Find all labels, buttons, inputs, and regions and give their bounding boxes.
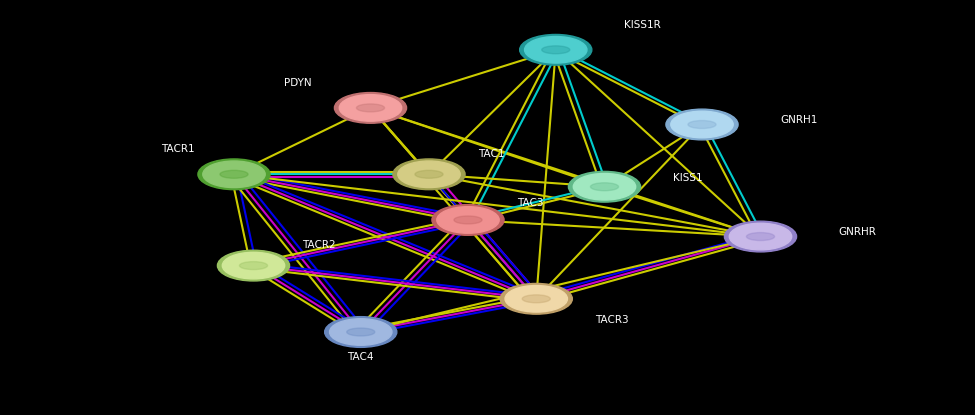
Circle shape <box>325 317 397 347</box>
Circle shape <box>398 161 460 188</box>
Circle shape <box>393 159 465 190</box>
Ellipse shape <box>220 170 248 178</box>
Text: TACR3: TACR3 <box>595 315 628 325</box>
Text: TACR2: TACR2 <box>302 240 335 250</box>
Ellipse shape <box>688 120 716 129</box>
Ellipse shape <box>415 170 443 178</box>
Ellipse shape <box>542 46 569 54</box>
Circle shape <box>573 173 636 200</box>
Ellipse shape <box>454 216 482 224</box>
Text: GNRHR: GNRHR <box>838 227 877 237</box>
Circle shape <box>520 34 592 65</box>
Text: PDYN: PDYN <box>285 78 312 88</box>
Circle shape <box>568 171 641 202</box>
Circle shape <box>666 109 738 140</box>
Ellipse shape <box>523 295 550 303</box>
Ellipse shape <box>357 104 384 112</box>
Text: GNRH1: GNRH1 <box>780 115 817 125</box>
Ellipse shape <box>347 328 374 336</box>
Circle shape <box>203 161 265 188</box>
Text: TAC3: TAC3 <box>517 198 543 208</box>
Circle shape <box>334 93 407 123</box>
Ellipse shape <box>747 232 774 241</box>
Circle shape <box>339 95 402 121</box>
Circle shape <box>505 286 567 312</box>
Text: TACR1: TACR1 <box>162 144 195 154</box>
Circle shape <box>671 111 733 138</box>
Ellipse shape <box>240 261 267 270</box>
Circle shape <box>198 159 270 190</box>
Circle shape <box>217 250 290 281</box>
Text: TAC4: TAC4 <box>347 352 374 362</box>
Circle shape <box>500 283 572 314</box>
Circle shape <box>222 252 285 279</box>
Circle shape <box>525 37 587 63</box>
Circle shape <box>437 207 499 233</box>
Circle shape <box>729 223 792 250</box>
Text: TAC1: TAC1 <box>478 149 504 159</box>
Text: KISS1R: KISS1R <box>624 20 661 30</box>
Circle shape <box>432 205 504 235</box>
Text: KISS1: KISS1 <box>673 173 702 183</box>
Circle shape <box>724 221 797 252</box>
Ellipse shape <box>591 183 618 191</box>
Circle shape <box>330 319 392 345</box>
